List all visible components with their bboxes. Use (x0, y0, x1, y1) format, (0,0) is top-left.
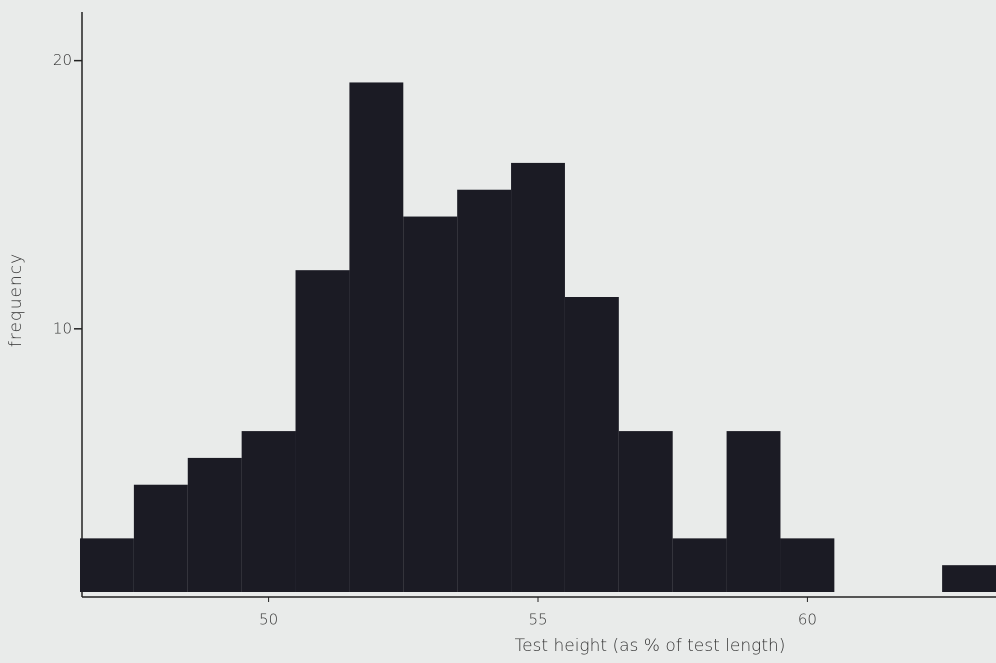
bar (726, 431, 781, 592)
y-axis-label: frequency (6, 253, 26, 347)
bar (80, 538, 134, 592)
bar (942, 565, 996, 592)
x-axis-label: Test height (as % of test length) (515, 636, 786, 656)
bar (672, 538, 727, 592)
bar (780, 538, 835, 592)
y-tick-label: 20 (53, 51, 72, 69)
bar (618, 431, 673, 592)
bar (241, 431, 296, 592)
bar (564, 297, 619, 592)
bar (403, 216, 458, 592)
y-tick-label: 10 (53, 319, 72, 337)
bar (133, 484, 188, 592)
bar (349, 82, 404, 593)
x-tick-label: 60 (798, 611, 817, 629)
bar (295, 270, 350, 592)
x-tick-label: 55 (528, 611, 547, 629)
bar (457, 189, 512, 592)
bar (187, 457, 242, 592)
x-tick-label: 50 (259, 611, 278, 629)
bar (511, 162, 565, 592)
